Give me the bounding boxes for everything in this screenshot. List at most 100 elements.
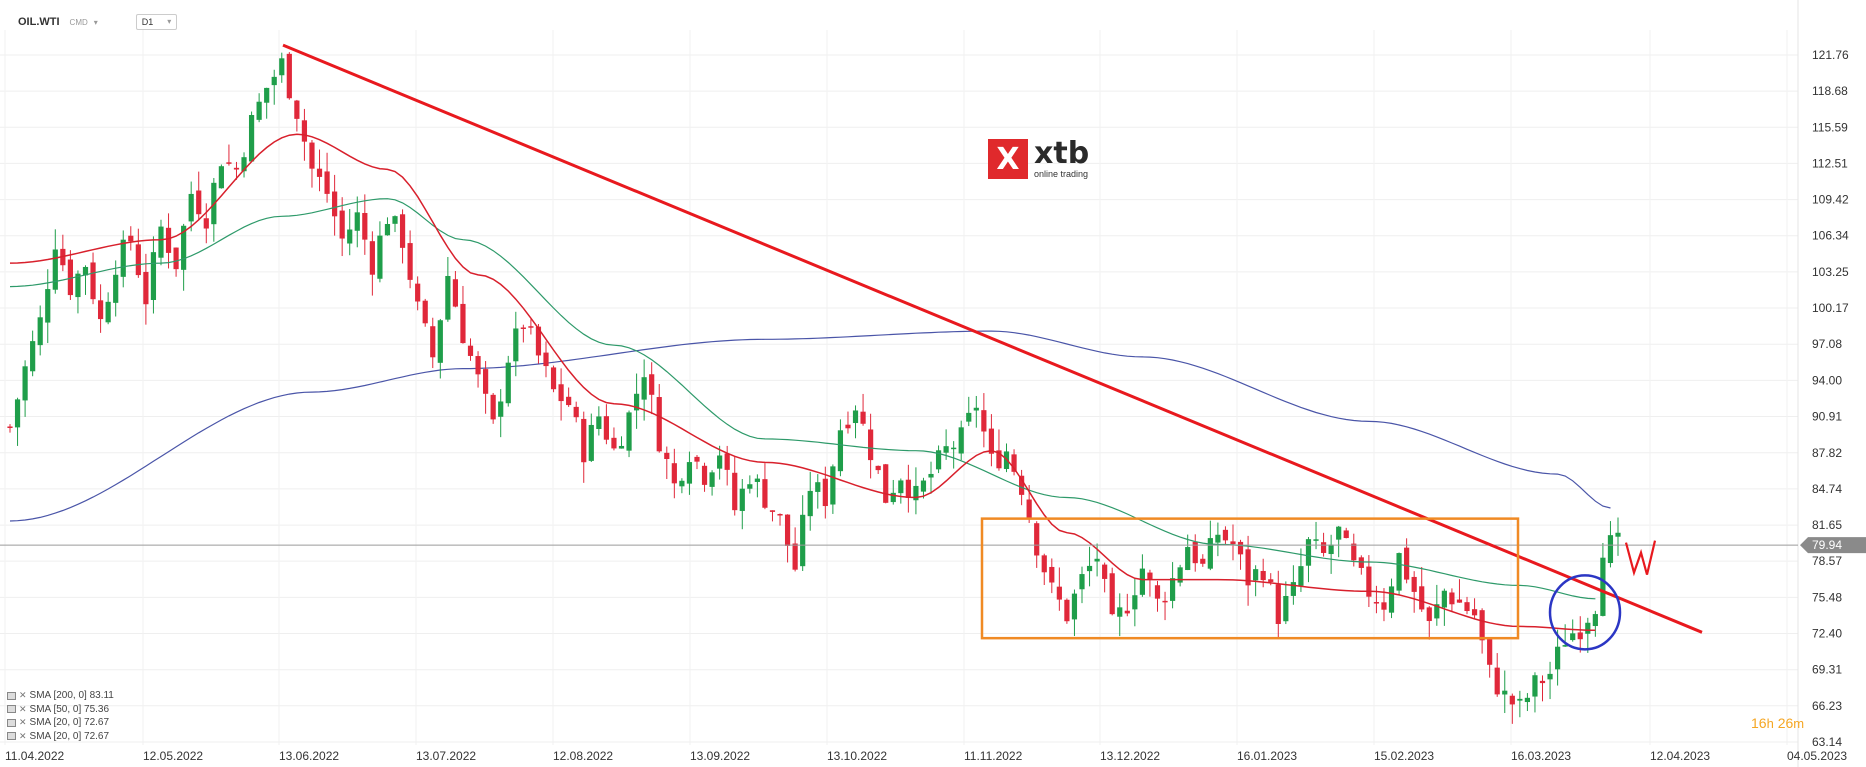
y-tick-label: 69.31 [1812, 663, 1842, 677]
y-tick-label: 106.34 [1812, 229, 1849, 243]
candle-body [618, 445, 625, 449]
candle-body [611, 437, 617, 449]
candle-body [1555, 646, 1561, 670]
y-tick-label: 121.76 [1812, 48, 1849, 62]
candle-body [739, 488, 745, 511]
trendline [282, 43, 1703, 634]
close-icon[interactable]: ✕ [19, 730, 27, 741]
candle-body [498, 401, 504, 417]
candle-body [505, 362, 511, 404]
candle-body [1419, 586, 1425, 610]
y-tick-label: 103.25 [1812, 265, 1849, 279]
y-tick-label: 97.08 [1812, 337, 1842, 351]
candle-body [588, 424, 594, 461]
candle-body [67, 259, 73, 296]
candle-body [573, 406, 579, 418]
candle-body [1305, 539, 1312, 566]
x-tick-label: 13.09.2022 [690, 749, 750, 763]
legend-item-sma-200[interactable]: ✕ SMA [200, 0] 83.11 [7, 689, 114, 703]
candle-body [1441, 590, 1447, 608]
candle-body [1056, 586, 1062, 600]
candle-body [286, 53, 292, 99]
indicator-settings-icon[interactable] [7, 705, 16, 714]
candle-body [883, 464, 889, 503]
legend-item-sma-20[interactable]: ✕ SMA [20, 0] 72.67 [7, 716, 114, 730]
sma-200-path [9, 330, 1611, 522]
candle-body [1124, 610, 1130, 614]
x-tick-label: 16.03.2023 [1511, 749, 1571, 763]
y-tick-label: 90.91 [1812, 410, 1842, 424]
candle-body [1570, 633, 1576, 641]
candle-body [1109, 573, 1115, 615]
candle-body [513, 328, 519, 362]
candle-body [626, 412, 632, 451]
indicator-settings-icon[interactable] [7, 691, 16, 700]
x-tick-label: 13.07.2022 [416, 749, 476, 763]
candle-body [671, 463, 677, 484]
candle-body [226, 162, 232, 164]
candle-body [1456, 599, 1463, 603]
candle-body [701, 465, 708, 485]
candle-body [241, 157, 247, 172]
sma-50-path [9, 198, 1596, 600]
candle-body [830, 466, 836, 505]
candle-body [837, 430, 844, 472]
x-tick-label: 11.04.2022 [5, 749, 64, 763]
candle-body [7, 426, 13, 429]
close-icon[interactable]: ✕ [19, 717, 27, 727]
candle-body [694, 456, 700, 462]
candle-body [709, 472, 715, 487]
countdown-hours: 16 [1751, 715, 1767, 731]
candle-body [475, 356, 481, 375]
candle-body [460, 303, 466, 344]
candle-body [1253, 569, 1259, 581]
x-tick-label: 13.12.2022 [1100, 749, 1160, 763]
candle-body [165, 227, 172, 253]
candle-body [1049, 566, 1055, 583]
candle-body [1585, 622, 1591, 634]
close-icon[interactable]: ✕ [19, 703, 27, 714]
candle-body [1343, 530, 1349, 539]
indicator-settings-icon[interactable] [7, 732, 16, 741]
candle-body [1200, 558, 1206, 564]
y-tick-label: 94.00 [1812, 373, 1842, 387]
candle-body [384, 223, 391, 236]
candle-body [1154, 585, 1161, 599]
candle-body [120, 239, 126, 277]
legend-item-sma-50[interactable]: ✕ SMA [50, 0] 75.36 [7, 703, 114, 717]
candles [7, 52, 1621, 724]
candle-body [45, 289, 51, 323]
close-icon[interactable]: ✕ [19, 690, 27, 700]
candle-body [467, 345, 474, 356]
candle-body [777, 514, 783, 516]
candle-body [1192, 541, 1198, 564]
symbol-label[interactable]: OIL.WTI [18, 16, 60, 28]
xtb-logo: X xtb online trading [988, 139, 1089, 179]
candle-body [1275, 584, 1281, 625]
candle-body [535, 326, 542, 356]
candle-body [792, 543, 798, 570]
candle-body [1290, 582, 1296, 596]
candle-body [97, 300, 104, 320]
sma-20-line [9, 133, 1596, 632]
candle-body [1132, 595, 1138, 610]
candle-body [1615, 532, 1621, 537]
market-label[interactable]: CMD ▾ [70, 18, 98, 27]
candle-body [1471, 609, 1478, 616]
legend-item-sma-20-b[interactable]: ✕ SMA [20, 0] 72.67 [7, 730, 114, 744]
chevron-down-icon[interactable]: ▾ [93, 17, 98, 27]
candle-body [822, 478, 828, 507]
candle-body [1230, 541, 1236, 545]
timeframe-selector[interactable]: D1 ▾ [135, 14, 178, 30]
x-tick-label: 13.10.2022 [827, 749, 887, 763]
candle-body [996, 450, 1002, 469]
candle-body [437, 320, 443, 363]
candle-body [1222, 529, 1229, 541]
indicator-settings-icon[interactable] [7, 718, 16, 727]
candle-body [520, 327, 526, 329]
candle-body [1117, 607, 1123, 617]
candle-body [1079, 574, 1085, 590]
candle-body [905, 479, 911, 498]
candle-body [158, 226, 164, 258]
